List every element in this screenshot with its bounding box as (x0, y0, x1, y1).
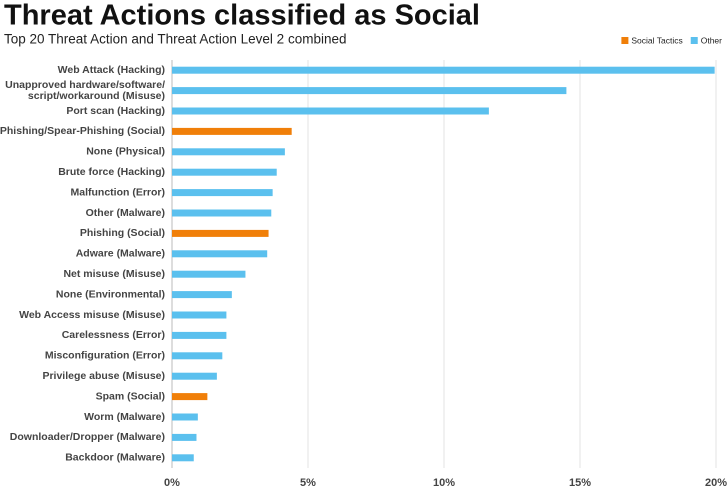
x-tick-label: 20% (705, 477, 727, 489)
y-tick-label: Brute force (Hacking) (58, 166, 165, 178)
y-tick-label: Backdoor (Malware) (65, 452, 165, 464)
y-tick-label: Other (Malware) (86, 207, 165, 219)
y-tick-label: Misconfiguration (Error) (45, 350, 165, 362)
bar (172, 393, 208, 401)
y-tick-label: Phishing/Spear-Phishing (Social) (0, 125, 165, 137)
chart-subtitle: Top 20 Threat Action and Threat Action L… (4, 32, 346, 47)
y-tick-label: Privilege abuse (Misuse) (42, 370, 165, 382)
chart-title: Threat Actions classified as Social (4, 0, 480, 32)
bar (172, 270, 246, 278)
x-tick-label: 15% (569, 477, 591, 489)
y-tick-label: Adware (Malware) (76, 248, 165, 260)
legend-swatch (690, 37, 698, 44)
legend-label: Other (701, 35, 722, 45)
y-tick-label: Spam (Social) (96, 390, 165, 402)
bar (172, 291, 232, 299)
bar (172, 168, 277, 176)
bar (172, 454, 194, 462)
y-tick-label: Carelessness (Error) (62, 329, 165, 341)
bar (172, 107, 489, 115)
x-tick-label: 0% (164, 477, 180, 489)
bar (172, 331, 227, 339)
bar (172, 250, 268, 258)
y-tick-label: Net misuse (Misuse) (63, 268, 165, 280)
y-tick-label: Downloader/Dropper (Malware) (10, 431, 165, 443)
bar (172, 209, 272, 217)
x-tick-label: 5% (300, 477, 316, 489)
y-tick-label: Malfunction (Error) (71, 186, 166, 198)
legend-label: Social Tactics (631, 35, 682, 45)
bar (172, 311, 227, 319)
y-tick-label: Web Attack (Hacking) (58, 64, 165, 76)
bar (172, 148, 285, 156)
bar (172, 127, 292, 135)
y-tick-label: Worm (Malware) (84, 411, 165, 423)
bar (172, 433, 197, 441)
bar (172, 189, 273, 197)
bar (172, 229, 269, 237)
x-tick-label: 10% (433, 477, 455, 489)
bar (172, 87, 567, 95)
y-tick-label: Web Access misuse (Misuse) (19, 309, 165, 321)
bar (172, 66, 715, 74)
y-tick-label: Unapproved hardware/software/script/work… (5, 79, 165, 102)
bar (172, 413, 198, 421)
legend-swatch (621, 37, 629, 44)
y-tick-label: Phishing (Social) (80, 227, 165, 239)
bar (172, 352, 223, 360)
y-tick-label: None (Physical) (86, 146, 165, 158)
y-tick-label: Port scan (Hacking) (66, 105, 165, 117)
bar (172, 372, 217, 380)
y-tick-label: None (Environmental) (56, 288, 165, 300)
